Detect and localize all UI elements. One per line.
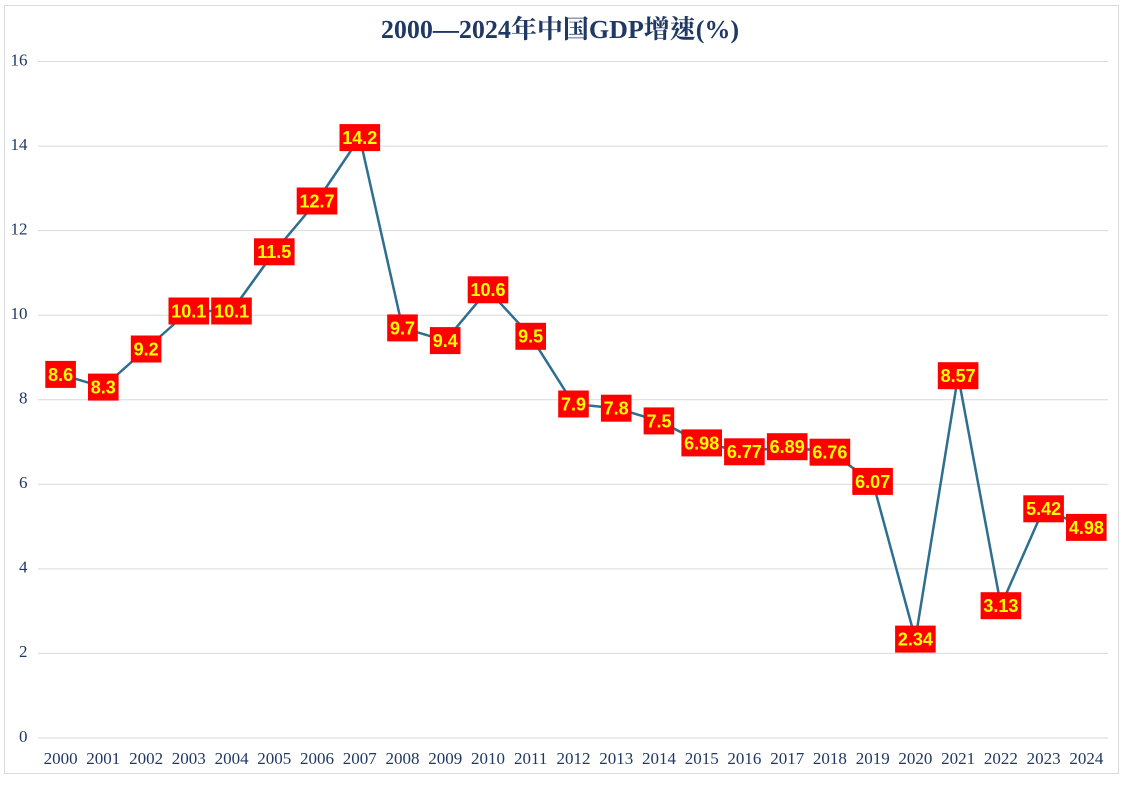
svg-text:2: 2 [19, 642, 28, 661]
svg-text:9.7: 9.7 [390, 318, 415, 338]
svg-text:2009: 2009 [428, 749, 462, 768]
svg-text:2005: 2005 [257, 749, 291, 768]
svg-text:4.98: 4.98 [1069, 518, 1104, 538]
svg-text:6.77: 6.77 [727, 442, 762, 462]
svg-text:2023: 2023 [1027, 749, 1061, 768]
svg-text:10.1: 10.1 [214, 301, 249, 321]
svg-text:16: 16 [11, 50, 28, 69]
svg-text:11.5: 11.5 [257, 242, 291, 262]
svg-text:6.76: 6.76 [812, 443, 847, 463]
svg-text:10.6: 10.6 [470, 280, 505, 300]
svg-text:2013: 2013 [599, 749, 633, 768]
svg-text:12.7: 12.7 [299, 191, 334, 211]
svg-text:7.9: 7.9 [561, 394, 586, 414]
svg-text:6: 6 [19, 473, 28, 492]
svg-text:7.8: 7.8 [604, 399, 629, 419]
svg-text:9.5: 9.5 [518, 327, 543, 347]
svg-text:4: 4 [19, 558, 28, 577]
svg-text:8.57: 8.57 [941, 366, 976, 386]
svg-text:9.2: 9.2 [134, 339, 159, 359]
svg-text:2014: 2014 [642, 749, 677, 768]
svg-text:2007: 2007 [343, 749, 378, 768]
svg-text:6.89: 6.89 [770, 437, 805, 457]
svg-text:2002: 2002 [129, 749, 163, 768]
svg-text:2000: 2000 [44, 749, 78, 768]
svg-text:14: 14 [11, 135, 29, 154]
svg-text:2006: 2006 [300, 749, 334, 768]
svg-text:14.2: 14.2 [342, 128, 377, 148]
svg-text:6.07: 6.07 [855, 472, 890, 492]
svg-text:2024: 2024 [1069, 749, 1104, 768]
svg-text:2012: 2012 [557, 749, 591, 768]
svg-text:8.6: 8.6 [48, 365, 73, 385]
svg-text:2020: 2020 [898, 749, 932, 768]
svg-text:12: 12 [11, 219, 28, 238]
svg-text:2004: 2004 [215, 749, 250, 768]
svg-text:10.1: 10.1 [171, 301, 206, 321]
svg-text:2003: 2003 [172, 749, 206, 768]
svg-text:2019: 2019 [856, 749, 890, 768]
svg-text:2001: 2001 [86, 749, 120, 768]
svg-text:2022: 2022 [984, 749, 1018, 768]
svg-text:10: 10 [11, 304, 28, 323]
svg-text:2011: 2011 [514, 749, 547, 768]
svg-text:3.13: 3.13 [983, 596, 1018, 616]
svg-text:2010: 2010 [471, 749, 505, 768]
svg-text:9.4: 9.4 [433, 331, 458, 351]
svg-text:0: 0 [19, 727, 28, 746]
svg-text:8.3: 8.3 [91, 378, 116, 398]
svg-text:2016: 2016 [727, 749, 761, 768]
svg-text:6.98: 6.98 [684, 433, 719, 453]
svg-text:2.34: 2.34 [898, 630, 933, 650]
svg-text:2021: 2021 [941, 749, 975, 768]
svg-text:2018: 2018 [813, 749, 847, 768]
svg-text:2008: 2008 [386, 749, 420, 768]
svg-text:7.5: 7.5 [646, 411, 671, 431]
svg-text:8: 8 [19, 389, 28, 408]
svg-text:5.42: 5.42 [1026, 499, 1061, 519]
svg-text:2015: 2015 [685, 749, 719, 768]
svg-text:2017: 2017 [770, 749, 805, 768]
